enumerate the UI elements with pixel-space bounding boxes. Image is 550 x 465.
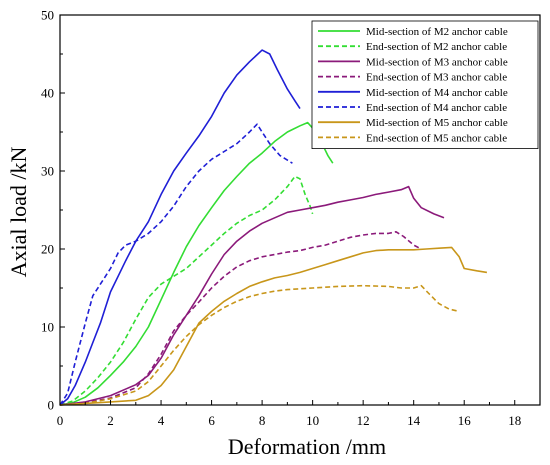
series-line-5 (59, 49, 301, 406)
axes-layer: 0 2 4 6 8 10 12 14 16 18 0 10 20 30 40 50 (41, 8, 541, 428)
x-tick-label: 10 (306, 413, 319, 428)
series-line-4 (59, 231, 422, 406)
y-tick-label: 40 (41, 86, 54, 101)
x-tick-label: 8 (259, 413, 266, 428)
legend: Mid-section of M2 anchor cable End-sectio… (311, 20, 539, 149)
legend-label-1: Mid-section of M2 anchor cable (366, 26, 508, 38)
legend-label-6: End-section of M4 anchor cable (366, 102, 507, 114)
y-tick-label: 30 (41, 164, 54, 179)
x-tick-label: 18 (508, 413, 521, 428)
y-tick-label: 0 (48, 398, 55, 413)
plot-layer (59, 49, 488, 406)
x-tick-label: 0 (57, 413, 64, 428)
x-tick-label: 12 (357, 413, 370, 428)
legend-label-5: Mid-section of M4 anchor cable (366, 87, 508, 99)
x-tick-label: 2 (107, 413, 114, 428)
series-line-3 (59, 185, 445, 406)
series-line-7 (59, 246, 488, 406)
series-line-8 (59, 284, 460, 406)
y-tick-label: 20 (41, 242, 54, 257)
legend-label-3: Mid-section of M3 anchor cable (366, 56, 508, 68)
legend-label-7: Mid-section of M5 anchor cable (366, 117, 508, 129)
series-line-2 (59, 175, 314, 406)
series-line-6 (59, 123, 293, 406)
legend-box (311, 20, 539, 149)
y-axis-title: Axial load /kN (6, 147, 31, 278)
y-tick-label: 10 (41, 320, 54, 335)
y-tick-label: 50 (41, 8, 54, 23)
x-tick-label: 14 (407, 413, 421, 428)
x-tick-label: 16 (458, 413, 472, 428)
x-tick-label: 4 (158, 413, 165, 428)
x-tick-label: 6 (208, 413, 215, 428)
legend-label-8: End-section of M5 anchor cable (366, 132, 507, 144)
series-line-1 (59, 121, 334, 406)
x-axis-title: Deformation /mm (228, 434, 386, 459)
legend-label-2: End-section of M2 anchor cable (366, 41, 507, 53)
legend-label-4: End-section of M3 anchor cable (366, 72, 507, 84)
